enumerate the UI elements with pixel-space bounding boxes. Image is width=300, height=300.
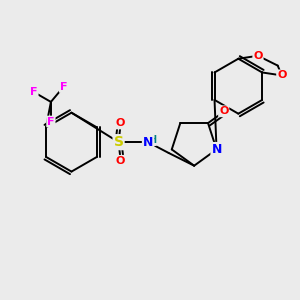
Text: F: F [47,116,55,127]
Text: O: O [116,118,125,128]
Text: F: F [30,87,38,97]
Text: O: O [219,106,228,116]
Text: N: N [212,143,222,156]
Text: H: H [148,135,156,145]
Text: O: O [116,156,125,166]
Text: O: O [253,51,263,61]
Text: F: F [60,82,67,92]
Text: S: S [114,135,124,149]
Text: N: N [143,136,153,148]
Text: O: O [277,70,286,80]
